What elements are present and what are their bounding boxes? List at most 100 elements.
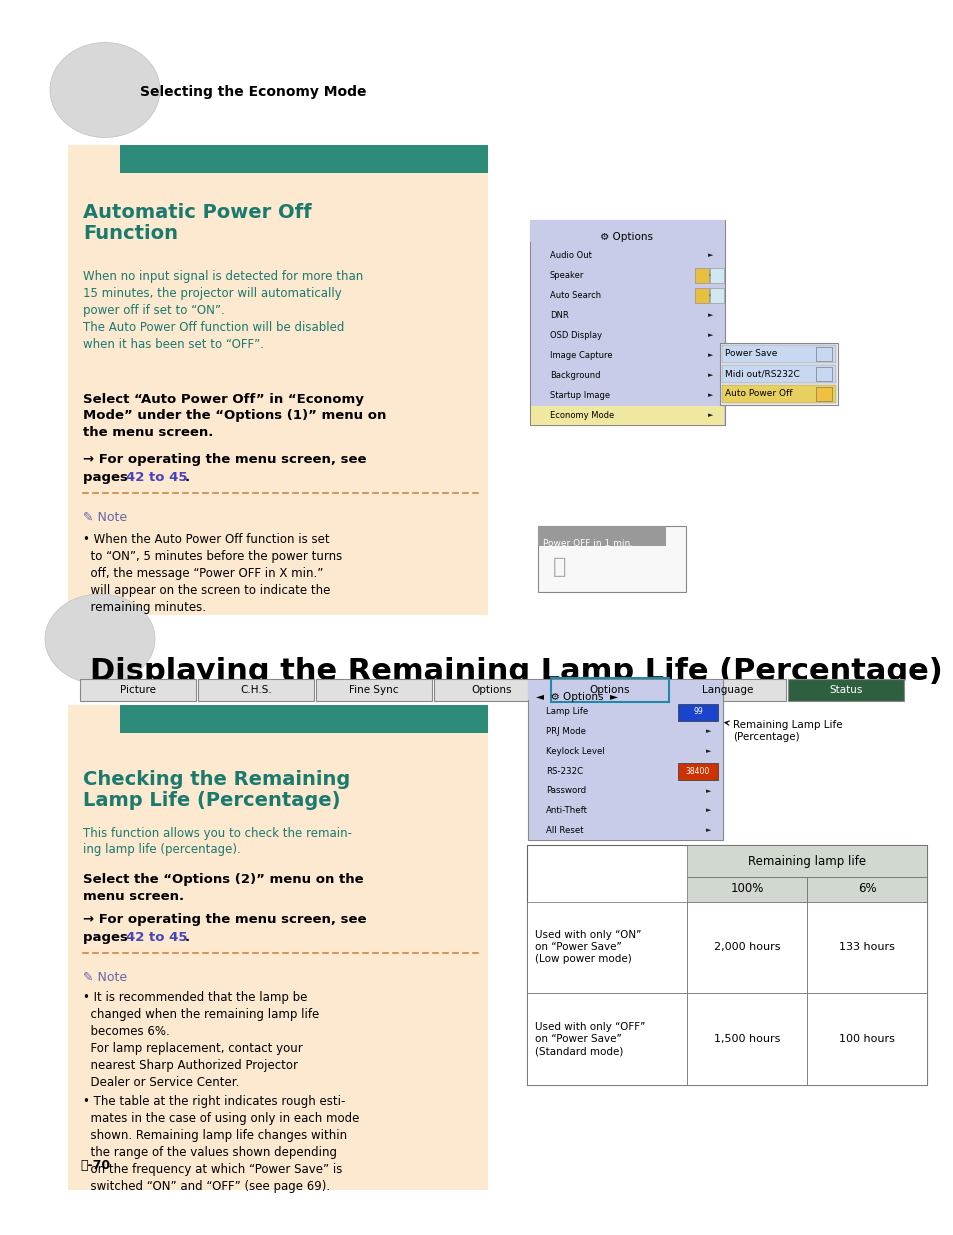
Text: 99: 99 (693, 708, 702, 716)
Bar (529, 782, 721, 800)
Bar (531, 346, 723, 366)
Bar (527, 680, 722, 840)
Text: Ⓖ-70: Ⓖ-70 (80, 1158, 110, 1172)
Bar (68, 705, 488, 1191)
Bar (709, 288, 723, 303)
Bar (531, 266, 723, 285)
Text: Remaining lamp life: Remaining lamp life (747, 855, 865, 867)
Bar (120, 705, 488, 734)
Text: ►: ► (707, 291, 712, 298)
Bar (198, 679, 314, 701)
Text: DNR: DNR (550, 310, 568, 320)
Text: C.H.S.: C.H.S. (240, 685, 272, 695)
Bar (709, 268, 723, 283)
Text: .: . (185, 471, 190, 484)
Text: RS-232C: RS-232C (545, 767, 582, 776)
Bar (721, 345, 835, 363)
Text: Selecting the Economy Mode: Selecting the Economy Mode (140, 85, 366, 99)
Text: Keylock Level: Keylock Level (545, 747, 604, 756)
Bar (80, 679, 195, 701)
Bar (695, 288, 708, 303)
Text: Password: Password (545, 787, 585, 795)
Text: Used with only “ON”
on “Power Save”
(Low power mode): Used with only “ON” on “Power Save” (Low… (535, 930, 640, 965)
Text: ✎ Note: ✎ Note (83, 971, 127, 984)
Text: Image Capture: Image Capture (550, 351, 612, 359)
Text: ►: ► (707, 312, 712, 317)
Text: Startup Image: Startup Image (550, 390, 610, 399)
Text: Options: Options (471, 685, 512, 695)
Text: ►: ► (705, 788, 710, 794)
Text: Economy Mode: Economy Mode (550, 410, 614, 420)
Bar (531, 385, 723, 405)
Bar (806, 877, 926, 902)
Text: Power Save: Power Save (724, 350, 777, 358)
Text: pages: pages (83, 471, 132, 484)
Text: Midi out/RS232C: Midi out/RS232C (724, 369, 799, 378)
Text: • The table at the right indicates rough esti-
  mates in the case of using only: • The table at the right indicates rough… (83, 1095, 359, 1193)
Bar (527, 680, 722, 700)
Bar (530, 220, 724, 242)
Bar (669, 679, 785, 701)
Text: Anti-Theft: Anti-Theft (545, 806, 587, 815)
Bar (806, 993, 926, 1086)
Text: Options: Options (589, 685, 630, 695)
Text: Used with only “OFF”
on “Power Save”
(Standard mode): Used with only “OFF” on “Power Save” (St… (535, 1021, 644, 1056)
Text: Remaining Lamp Life
(Percentage): Remaining Lamp Life (Percentage) (724, 720, 841, 741)
Text: 42 to 45: 42 to 45 (126, 471, 188, 484)
Text: 100 hours: 100 hours (839, 1034, 894, 1044)
Text: ►: ► (705, 808, 710, 814)
Bar (720, 343, 837, 405)
Text: ►: ► (705, 827, 710, 834)
Ellipse shape (45, 594, 154, 684)
Text: ►: ► (705, 729, 710, 735)
Bar (68, 144, 488, 615)
Text: 100%: 100% (730, 883, 763, 895)
Bar (787, 679, 903, 701)
Bar (552, 679, 667, 701)
Bar (531, 246, 723, 266)
Bar (434, 679, 550, 701)
Bar (531, 405, 723, 425)
Text: • When the Auto Power Off function is set
  to “ON”, 5 minutes before the power : • When the Auto Power Off function is se… (83, 534, 342, 614)
Ellipse shape (50, 42, 160, 137)
Bar (530, 220, 724, 425)
Text: ►: ► (707, 332, 712, 338)
Text: Select the “Options (2)” menu on the
menu screen.: Select the “Options (2)” menu on the men… (83, 873, 363, 903)
Text: • It is recommended that the lamp be
  changed when the remaining lamp life
  be: • It is recommended that the lamp be cha… (83, 990, 319, 1089)
Bar (526, 993, 686, 1086)
Bar (529, 742, 721, 761)
Text: 6%: 6% (857, 883, 876, 895)
Bar (695, 268, 708, 283)
Text: Auto Power Off: Auto Power Off (724, 389, 792, 399)
Text: Background: Background (550, 370, 599, 379)
Bar (529, 762, 721, 781)
Text: .: . (185, 931, 190, 944)
Text: 1,500 hours: 1,500 hours (713, 1034, 780, 1044)
Text: ►: ► (707, 272, 712, 278)
Bar (526, 845, 926, 1086)
Bar (721, 366, 835, 383)
Bar (529, 703, 721, 721)
Bar (686, 902, 806, 993)
Text: PRJ Mode: PRJ Mode (545, 727, 585, 736)
Text: This function allows you to check the remain-
ing lamp life (percentage).: This function allows you to check the re… (83, 827, 352, 857)
Text: Speaker: Speaker (550, 270, 584, 279)
Text: 42 to 45: 42 to 45 (126, 931, 188, 944)
Text: OSD Display: OSD Display (550, 331, 601, 340)
Text: ◄  ⚙ Options  ►: ◄ ⚙ Options ► (536, 692, 618, 701)
Text: 38400: 38400 (685, 767, 709, 776)
Bar (315, 679, 432, 701)
Text: ✎ Note: ✎ Note (83, 511, 127, 524)
Text: Audio Out: Audio Out (550, 251, 591, 259)
Bar (531, 326, 723, 345)
Bar (678, 704, 718, 721)
Text: ►: ► (707, 352, 712, 358)
Text: Language: Language (701, 685, 753, 695)
Text: Checking the Remaining
Lamp Life (Percentage): Checking the Remaining Lamp Life (Percen… (83, 769, 350, 810)
Text: When no input signal is detected for more than
15 minutes, the projector will au: When no input signal is detected for mor… (83, 270, 363, 351)
Bar (537, 526, 685, 592)
Bar (120, 144, 488, 173)
Text: 2,000 hours: 2,000 hours (713, 942, 780, 952)
Bar (806, 902, 926, 993)
Text: Picture: Picture (120, 685, 156, 695)
